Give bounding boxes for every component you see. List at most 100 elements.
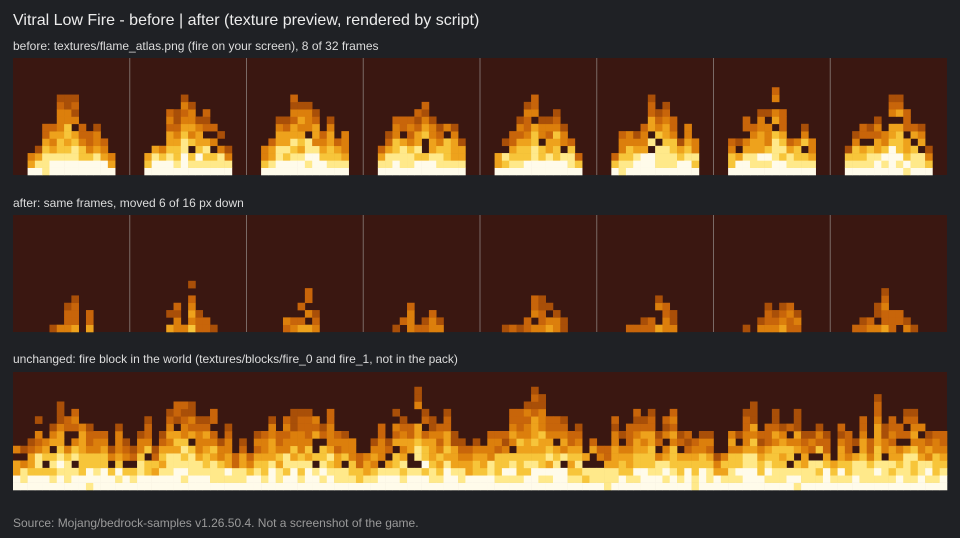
pixel xyxy=(859,131,868,139)
pixel xyxy=(625,467,634,476)
pixel xyxy=(436,160,444,168)
pixel xyxy=(392,482,401,491)
pixel xyxy=(932,445,941,454)
pixel xyxy=(13,475,21,483)
pixel xyxy=(472,460,481,469)
pixel xyxy=(443,445,452,454)
pixel xyxy=(618,475,627,483)
pixel xyxy=(407,153,415,161)
pixel xyxy=(319,445,328,454)
pixel xyxy=(903,138,911,147)
pixel xyxy=(764,167,773,176)
pixel xyxy=(801,138,809,147)
pixel xyxy=(195,131,204,139)
pixel xyxy=(304,288,313,296)
pixel xyxy=(859,438,868,447)
pixel xyxy=(822,438,831,447)
pixel xyxy=(428,431,437,439)
pixel xyxy=(501,460,510,469)
pixel xyxy=(932,475,941,483)
pixel xyxy=(195,310,204,318)
pixel xyxy=(363,453,371,461)
pixel xyxy=(808,482,816,491)
texture-strip xyxy=(13,215,947,333)
pixel xyxy=(392,160,401,168)
pixel xyxy=(523,475,532,483)
pixel xyxy=(290,438,298,447)
pixel xyxy=(574,160,583,168)
pixel xyxy=(903,453,911,461)
pixel xyxy=(210,460,218,469)
pixel xyxy=(348,460,357,469)
pixel xyxy=(428,475,437,483)
pixel xyxy=(85,145,94,154)
pixel xyxy=(202,145,211,154)
pixel xyxy=(239,467,247,476)
pixel xyxy=(151,453,160,461)
pixel xyxy=(567,167,576,176)
pixel xyxy=(253,460,262,469)
pixel xyxy=(421,482,430,491)
pixel xyxy=(669,123,678,132)
pixel xyxy=(786,482,795,491)
pixel xyxy=(20,460,28,469)
pixel xyxy=(42,445,50,454)
pixel xyxy=(129,445,138,454)
pixel xyxy=(450,131,459,139)
pixel xyxy=(414,109,422,117)
pixel xyxy=(210,153,218,161)
pixel xyxy=(815,431,824,439)
pixel xyxy=(633,408,641,417)
pixel xyxy=(742,423,751,432)
pixel xyxy=(932,460,941,469)
pixel xyxy=(363,475,371,483)
pixel xyxy=(334,467,342,476)
pixel xyxy=(844,482,853,491)
pixel xyxy=(895,167,904,176)
pixel xyxy=(224,482,233,491)
pixel xyxy=(27,453,36,461)
pixel xyxy=(523,453,532,461)
pixel xyxy=(188,324,196,333)
pixel xyxy=(757,460,765,469)
pixel xyxy=(655,431,663,439)
pixel xyxy=(793,324,802,333)
pixel xyxy=(20,482,28,491)
pixel xyxy=(662,109,671,117)
pixel xyxy=(633,324,641,333)
pixel xyxy=(698,460,707,469)
pixel xyxy=(560,123,568,132)
pixel xyxy=(290,431,298,439)
pixel xyxy=(282,145,291,154)
pixel xyxy=(115,467,123,476)
pixel xyxy=(166,109,174,117)
pixel xyxy=(874,445,882,454)
pixel xyxy=(501,467,510,476)
pixel xyxy=(144,475,152,483)
pixel xyxy=(407,131,415,139)
pixel xyxy=(290,138,298,147)
pixel xyxy=(720,453,729,461)
pixel xyxy=(662,101,671,110)
pixel xyxy=(188,167,196,176)
pixel xyxy=(677,482,685,491)
pixel xyxy=(107,445,116,454)
pixel xyxy=(180,401,189,410)
pixel xyxy=(129,482,138,491)
pixel xyxy=(516,475,525,483)
pixel xyxy=(100,431,109,439)
pixel xyxy=(925,145,933,154)
pixel xyxy=(523,116,532,125)
pixel xyxy=(355,460,364,469)
pixel xyxy=(385,467,393,476)
pixel xyxy=(552,109,561,117)
pixel xyxy=(304,160,313,168)
pixel xyxy=(859,445,868,454)
pixel xyxy=(436,317,444,325)
pixel xyxy=(815,467,824,476)
pixel xyxy=(516,482,525,491)
pixel xyxy=(874,324,882,333)
pixel xyxy=(859,160,868,168)
pixel xyxy=(837,475,846,483)
pixel xyxy=(669,431,678,439)
